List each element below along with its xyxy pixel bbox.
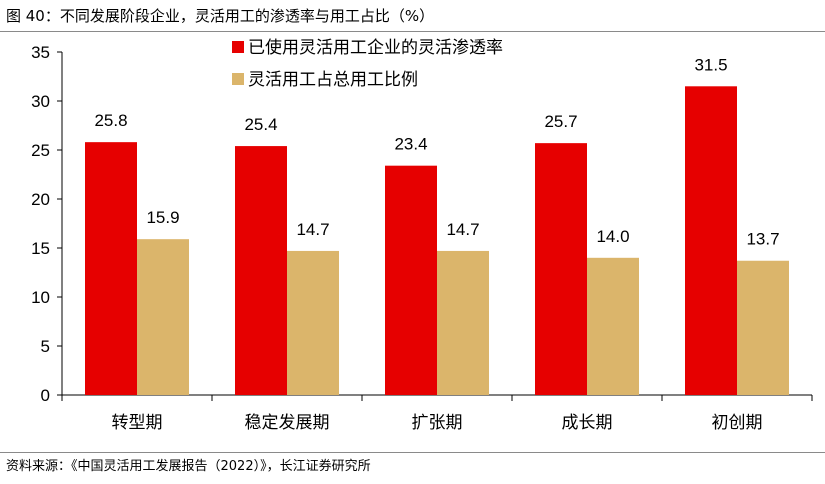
y-axis: 0 5 10 15 20 25 30 35 <box>31 43 63 405</box>
data-label-series-1: 31.5 <box>694 55 727 74</box>
chart-title: 图 40：不同发展阶段企业，灵活用工的渗透率与用工占比（%） <box>6 7 435 25</box>
bar-series-2 <box>287 250 339 395</box>
x-category-label: 成长期 <box>562 413 613 432</box>
x-category-label: 稳定发展期 <box>245 413 330 432</box>
bar-chart: 0 5 10 15 20 25 30 35 转型期 稳定发展期 扩张期 成长期 初创期 25.8 15.… <box>31 37 813 432</box>
bar-series-1 <box>235 146 287 395</box>
source-rule <box>0 452 825 453</box>
y-tick-label: 0 <box>41 386 50 405</box>
y-tick-label: 15 <box>31 239 50 258</box>
data-label-series-1: 23.4 <box>394 135 427 154</box>
y-tick-label: 30 <box>31 92 50 111</box>
data-label-series-2: 14.7 <box>446 220 479 239</box>
bar-series-1 <box>535 143 587 395</box>
y-tick-label: 20 <box>31 190 50 209</box>
bar-series-1 <box>85 142 137 395</box>
data-label-series-2: 14.7 <box>296 220 329 239</box>
data-label-series-1: 25.7 <box>544 112 577 131</box>
data-label-series-2: 14.0 <box>596 227 629 246</box>
legend-label-series-2: 灵活用工占总用工比例 <box>248 70 418 89</box>
data-label-series-2: 13.7 <box>746 230 779 249</box>
x-category-label: 初创期 <box>712 413 763 432</box>
x-category-label: 扩张期 <box>412 413 463 432</box>
bar-series-1 <box>385 165 437 395</box>
legend-swatch-series-2 <box>232 73 244 85</box>
x-category-label: 转型期 <box>112 413 163 432</box>
bar-series-2 <box>137 239 189 395</box>
legend-label-series-1: 已使用灵活用工企业的灵活渗透率 <box>248 37 503 57</box>
bar-series-1 <box>685 86 737 396</box>
bar-series-2 <box>437 250 489 395</box>
data-label-series-1: 25.8 <box>94 111 127 130</box>
data-label-series-1: 25.4 <box>244 115 277 134</box>
bars <box>85 86 789 396</box>
bar-series-2 <box>737 260 789 395</box>
bar-series-2 <box>587 257 639 395</box>
x-axis: 转型期 稳定发展期 扩张期 成长期 初创期 <box>61 394 813 432</box>
data-labels: 25.8 15.9 25.4 14.7 23.4 14.7 25.7 14.0 31.5 13.7 <box>94 55 779 248</box>
source-note: 资料来源：《中国灵活用工发展报告（2022）》，长江证券研究所 <box>6 459 371 474</box>
title-rule <box>0 31 825 32</box>
legend-swatch-series-1 <box>232 41 244 53</box>
y-tick-label: 5 <box>41 337 50 356</box>
y-tick-label: 10 <box>31 288 50 307</box>
data-label-series-2: 15.9 <box>146 208 179 227</box>
y-tick-label: 35 <box>31 43 50 62</box>
y-tick-label: 25 <box>31 141 50 160</box>
